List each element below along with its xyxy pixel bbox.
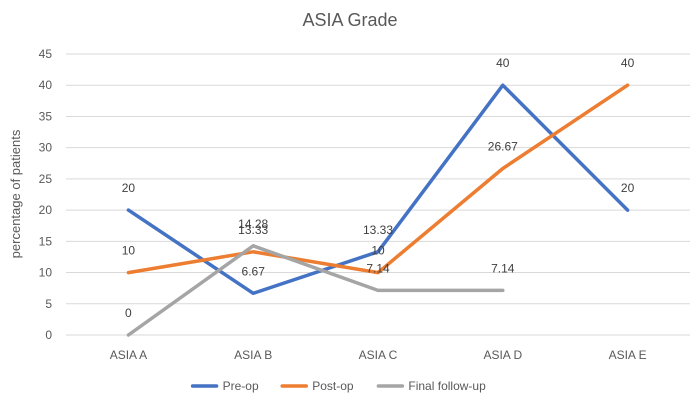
data-label: 20 (621, 181, 635, 195)
series-line (126, 83, 630, 296)
data-labels: 20 6.67 13.33 40 20 10 13.33 10 26.67 40 0 14.28 7.1… (122, 56, 635, 320)
legend: Pre-op Post-op Final follow-up (190, 379, 486, 393)
series-line (126, 83, 630, 275)
series-line (126, 244, 505, 337)
series-lines (126, 83, 630, 337)
chart-title: ASIA Grade (302, 10, 397, 30)
y-tick-label: 15 (39, 234, 53, 248)
y-tick-label: 5 (45, 297, 52, 311)
data-label: 40 (496, 56, 510, 70)
data-label: 20 (122, 181, 136, 195)
y-axis-label: percentage of patients (8, 129, 23, 258)
legend-entry: Post-op (312, 379, 354, 393)
data-label: 14.28 (238, 217, 268, 231)
y-tick-label: 30 (39, 141, 53, 155)
grid (66, 53, 690, 336)
y-axis-ticks: 0 5 10 15 20 25 30 35 40 45 (39, 47, 53, 342)
y-tick-label: 10 (39, 266, 53, 280)
legend-entry: Final follow-up (408, 379, 486, 393)
y-tick-label: 40 (39, 78, 53, 92)
data-label: 10 (122, 244, 136, 258)
data-label: 6.67 (242, 264, 266, 278)
x-tick-label: ASIA B (234, 348, 272, 362)
data-label: 26.67 (488, 139, 518, 153)
y-tick-label: 45 (39, 47, 53, 61)
data-label: 13.33 (238, 223, 268, 237)
y-tick-label: 20 (39, 203, 53, 217)
data-label: 13.33 (363, 223, 393, 237)
data-label: 10 (371, 244, 385, 258)
x-tick-label: ASIA C (359, 348, 398, 362)
x-tick-label: ASIA D (483, 348, 522, 362)
x-axis-ticks: ASIA A ASIA B ASIA C ASIA D ASIA E (110, 348, 647, 362)
y-tick-label: 25 (39, 172, 53, 186)
data-label: 7.14 (491, 261, 515, 275)
y-tick-label: 35 (39, 109, 53, 123)
data-label: 7.14 (366, 261, 390, 275)
legend-entry: Pre-op (223, 379, 259, 393)
x-tick-label: ASIA A (110, 348, 147, 362)
x-tick-label: ASIA E (609, 348, 647, 362)
data-label: 0 (125, 306, 132, 320)
y-tick-label: 0 (45, 328, 52, 342)
data-label: 40 (621, 56, 635, 70)
